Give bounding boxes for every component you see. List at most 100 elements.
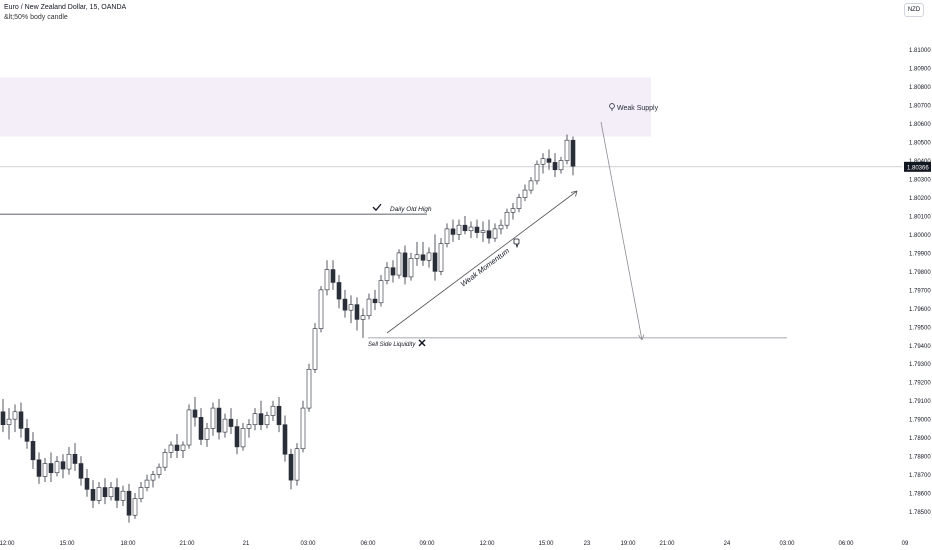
x-tick-label: 15:00 (538, 541, 554, 547)
candle (216, 398, 222, 440)
candle (198, 408, 204, 446)
candle (462, 215, 468, 235)
candle (330, 260, 336, 290)
x-tick-label: 21:00 (659, 541, 675, 547)
candle (552, 153, 558, 178)
weak-momentum-arrow (386, 190, 578, 334)
y-tick-label: 1.78500 (909, 510, 931, 516)
candle (144, 474, 150, 492)
candle (288, 448, 294, 490)
y-tick-label: 1.81000 (909, 48, 931, 54)
candle (192, 396, 198, 427)
y-tick-label: 1.79400 (909, 344, 931, 350)
candle (276, 396, 282, 433)
candle (306, 363, 312, 412)
candle (408, 252, 414, 281)
y-tick-label: 1.79800 (909, 270, 931, 276)
candle (18, 402, 24, 438)
candle (150, 470, 156, 488)
candle (378, 275, 384, 307)
candle (564, 134, 570, 165)
candle (510, 203, 516, 220)
y-tick-label: 1.78600 (909, 492, 931, 498)
cross-icon (418, 339, 426, 347)
candle (54, 456, 60, 477)
candle (246, 419, 252, 438)
x-tick-label: 09 (902, 541, 909, 547)
candle (294, 443, 300, 486)
candle (12, 404, 18, 433)
candle (252, 408, 258, 431)
candle (30, 432, 36, 470)
candle (132, 493, 138, 519)
candle (312, 323, 318, 373)
candle (78, 456, 84, 486)
candle (342, 289, 348, 318)
candle (204, 422, 210, 447)
x-tick-label: 03:00 (779, 541, 795, 547)
candle (486, 219, 492, 244)
candle (84, 469, 90, 497)
candle (390, 260, 396, 283)
candle (228, 408, 234, 434)
y-tick-label: 1.80300 (909, 178, 931, 184)
candle (492, 223, 498, 242)
y-tick-label: 1.80800 (909, 85, 931, 91)
candle (270, 400, 276, 422)
candle (36, 452, 42, 484)
x-tick-label: 03:00 (300, 541, 316, 547)
candle (24, 419, 30, 449)
candle (444, 223, 450, 248)
candle (114, 478, 120, 508)
candle (234, 419, 240, 455)
candle (138, 481, 144, 503)
x-tick-label: 12:00 (479, 541, 495, 547)
indicator-label: &lt;50% body candle (4, 14, 68, 21)
supply-zone-label: Weak Supply (617, 105, 659, 112)
candle (90, 480, 96, 508)
y-tick-label: 1.79200 (909, 381, 931, 387)
y-tick-label: 1.78800 (909, 455, 931, 461)
candle (108, 481, 114, 501)
x-tick-label: 19:00 (620, 541, 636, 547)
candle (168, 441, 174, 458)
candle (240, 422, 246, 451)
candle (282, 415, 288, 462)
last-price-label: 1.80366 (907, 165, 929, 171)
candle (258, 400, 264, 431)
candle (516, 193, 522, 213)
candle (6, 408, 12, 440)
y-tick-label: 1.80200 (909, 196, 931, 202)
candle (42, 457, 48, 482)
candle (222, 413, 228, 438)
y-tick-label: 1.79100 (909, 399, 931, 405)
candle (264, 411, 270, 429)
candle (318, 286, 324, 333)
y-tick-label: 1.79600 (909, 307, 931, 313)
y-tick-label: 1.78900 (909, 436, 931, 442)
weak-momentum-label: Weak Momentum (459, 246, 511, 288)
candle (186, 404, 192, 449)
candle (504, 208, 510, 229)
candle (474, 219, 480, 239)
candle (102, 478, 108, 505)
y-tick-label: 1.80500 (909, 141, 931, 147)
x-tick-label: 24 (724, 541, 731, 547)
candle (336, 275, 342, 309)
x-tick-label: 12:00 (0, 541, 15, 547)
y-tick-label: 1.78700 (909, 473, 931, 479)
candle (468, 221, 474, 239)
currency-button[interactable]: NZD (904, 3, 924, 17)
candle (480, 221, 486, 242)
candle (384, 262, 390, 285)
candle (534, 160, 540, 185)
x-tick-label: 06:00 (838, 541, 854, 547)
lightbulb-icon (609, 103, 615, 111)
y-tick-label: 1.80900 (909, 67, 931, 73)
y-tick-label: 1.80000 (909, 233, 931, 239)
x-tick-label: 23 (584, 541, 591, 547)
candle (126, 483, 132, 523)
candle (438, 238, 444, 276)
x-tick-label: 21 (243, 541, 250, 547)
